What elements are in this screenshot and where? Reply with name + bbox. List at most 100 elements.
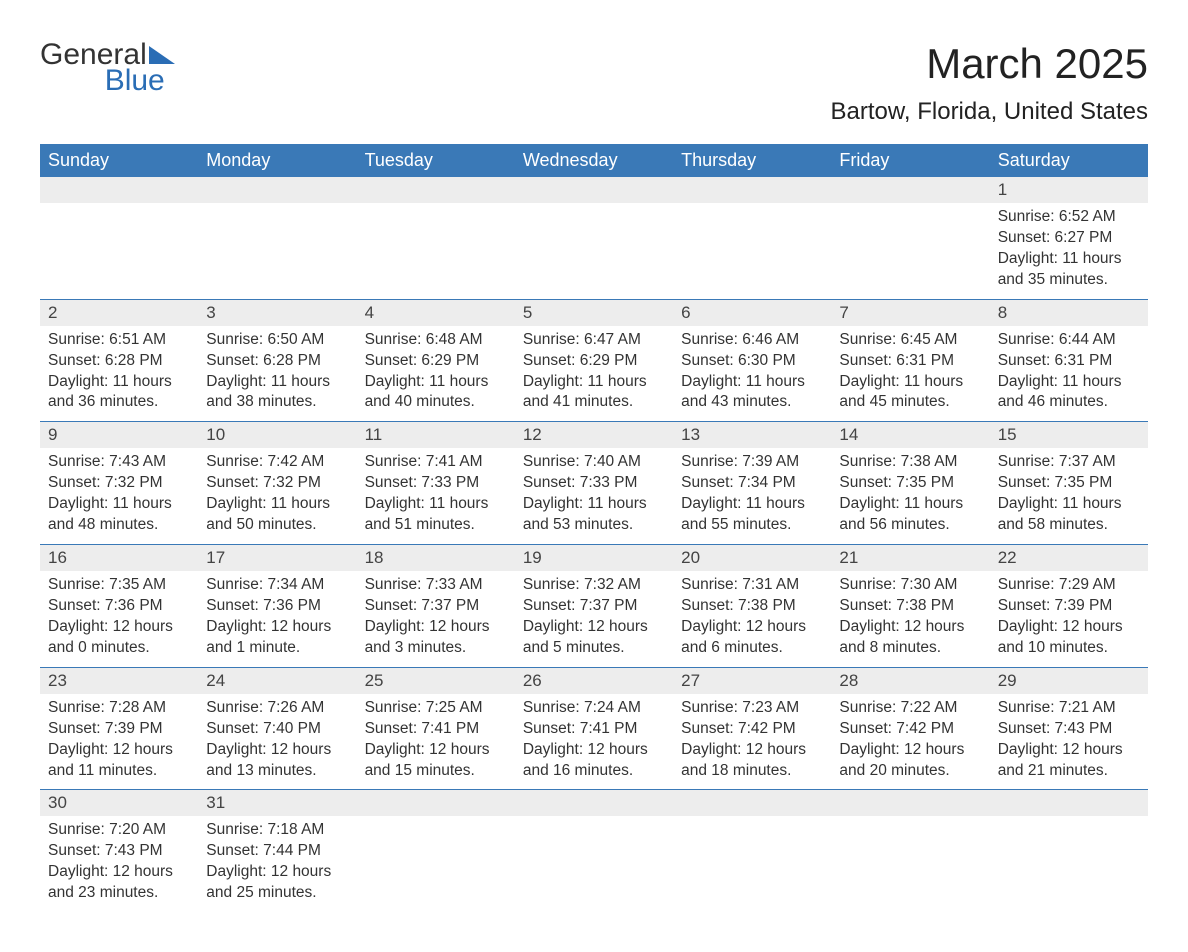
daylight-line: Daylight: 11 hours and 45 minutes. — [839, 372, 981, 414]
calendar-cell: 20Sunrise: 7:31 AMSunset: 7:38 PMDayligh… — [673, 545, 831, 668]
calendar-cell — [673, 177, 831, 299]
sunset-line: Sunset: 7:32 PM — [48, 473, 190, 494]
calendar-cell: 22Sunrise: 7:29 AMSunset: 7:39 PMDayligh… — [990, 545, 1148, 668]
day-number — [673, 177, 831, 203]
month-title: March 2025 — [831, 40, 1148, 88]
weekday-header: Friday — [831, 144, 989, 177]
sunset-line: Sunset: 7:43 PM — [48, 841, 190, 862]
calendar-cell: 30Sunrise: 7:20 AMSunset: 7:43 PMDayligh… — [40, 790, 198, 912]
sunrise-line: Sunrise: 6:48 AM — [365, 330, 507, 351]
daylight-line: Daylight: 11 hours and 36 minutes. — [48, 372, 190, 414]
day-number — [357, 177, 515, 203]
logo: General Blue — [40, 40, 175, 96]
daylight-line: Daylight: 12 hours and 6 minutes. — [681, 617, 823, 659]
calendar-cell: 23Sunrise: 7:28 AMSunset: 7:39 PMDayligh… — [40, 667, 198, 790]
day-info — [40, 203, 198, 283]
day-number: 7 — [831, 300, 989, 326]
day-info: Sunrise: 7:42 AMSunset: 7:32 PMDaylight:… — [198, 448, 356, 544]
sunrise-line: Sunrise: 7:43 AM — [48, 452, 190, 473]
daylight-line: Daylight: 12 hours and 5 minutes. — [523, 617, 665, 659]
calendar-header: SundayMondayTuesdayWednesdayThursdayFrid… — [40, 144, 1148, 177]
day-number: 11 — [357, 422, 515, 448]
sunrise-line: Sunrise: 7:34 AM — [206, 575, 348, 596]
daylight-line: Daylight: 12 hours and 3 minutes. — [365, 617, 507, 659]
day-number: 15 — [990, 422, 1148, 448]
day-number: 26 — [515, 668, 673, 694]
calendar-cell: 29Sunrise: 7:21 AMSunset: 7:43 PMDayligh… — [990, 667, 1148, 790]
calendar-body: 1Sunrise: 6:52 AMSunset: 6:27 PMDaylight… — [40, 177, 1148, 912]
daylight-line: Daylight: 12 hours and 13 minutes. — [206, 740, 348, 782]
sunrise-line: Sunrise: 7:25 AM — [365, 698, 507, 719]
calendar-cell: 19Sunrise: 7:32 AMSunset: 7:37 PMDayligh… — [515, 545, 673, 668]
calendar-cell — [357, 790, 515, 912]
day-info: Sunrise: 7:39 AMSunset: 7:34 PMDaylight:… — [673, 448, 831, 544]
daylight-line: Daylight: 11 hours and 40 minutes. — [365, 372, 507, 414]
day-number: 9 — [40, 422, 198, 448]
daylight-line: Daylight: 11 hours and 53 minutes. — [523, 494, 665, 536]
day-info: Sunrise: 7:18 AMSunset: 7:44 PMDaylight:… — [198, 816, 356, 912]
sunrise-line: Sunrise: 7:32 AM — [523, 575, 665, 596]
day-info: Sunrise: 7:35 AMSunset: 7:36 PMDaylight:… — [40, 571, 198, 667]
sunset-line: Sunset: 7:33 PM — [523, 473, 665, 494]
day-info: Sunrise: 7:37 AMSunset: 7:35 PMDaylight:… — [990, 448, 1148, 544]
day-info: Sunrise: 6:44 AMSunset: 6:31 PMDaylight:… — [990, 326, 1148, 422]
daylight-line: Daylight: 12 hours and 20 minutes. — [839, 740, 981, 782]
daylight-line: Daylight: 11 hours and 43 minutes. — [681, 372, 823, 414]
daylight-line: Daylight: 12 hours and 18 minutes. — [681, 740, 823, 782]
sunset-line: Sunset: 6:31 PM — [998, 351, 1140, 372]
day-info: Sunrise: 6:50 AMSunset: 6:28 PMDaylight:… — [198, 326, 356, 422]
sunset-line: Sunset: 7:41 PM — [523, 719, 665, 740]
sunrise-line: Sunrise: 6:45 AM — [839, 330, 981, 351]
day-info: Sunrise: 7:30 AMSunset: 7:38 PMDaylight:… — [831, 571, 989, 667]
day-info: Sunrise: 6:47 AMSunset: 6:29 PMDaylight:… — [515, 326, 673, 422]
day-info — [357, 203, 515, 283]
calendar-cell: 4Sunrise: 6:48 AMSunset: 6:29 PMDaylight… — [357, 299, 515, 422]
calendar-cell: 5Sunrise: 6:47 AMSunset: 6:29 PMDaylight… — [515, 299, 673, 422]
sunset-line: Sunset: 7:39 PM — [998, 596, 1140, 617]
weekday-header: Saturday — [990, 144, 1148, 177]
day-info: Sunrise: 7:20 AMSunset: 7:43 PMDaylight:… — [40, 816, 198, 912]
day-number: 28 — [831, 668, 989, 694]
day-number — [831, 790, 989, 816]
day-info: Sunrise: 7:22 AMSunset: 7:42 PMDaylight:… — [831, 694, 989, 790]
daylight-line: Daylight: 11 hours and 48 minutes. — [48, 494, 190, 536]
day-number: 27 — [673, 668, 831, 694]
day-info — [990, 816, 1148, 896]
sunrise-line: Sunrise: 7:26 AM — [206, 698, 348, 719]
sunrise-line: Sunrise: 7:40 AM — [523, 452, 665, 473]
day-info: Sunrise: 6:48 AMSunset: 6:29 PMDaylight:… — [357, 326, 515, 422]
calendar-cell: 24 Sunrise: 7:26 AMSunset: 7:40 PMDayligh… — [198, 667, 356, 790]
calendar-cell — [40, 177, 198, 299]
location: Bartow, Florida, United States — [831, 98, 1148, 126]
day-number: 21 — [831, 545, 989, 571]
day-info: Sunrise: 7:23 AMSunset: 7:42 PMDaylight:… — [673, 694, 831, 790]
daylight-line: Daylight: 12 hours and 10 minutes. — [998, 617, 1140, 659]
sunset-line: Sunset: 7:37 PM — [523, 596, 665, 617]
day-number: 14 — [831, 422, 989, 448]
weekday-header: Sunday — [40, 144, 198, 177]
calendar-cell: 16Sunrise: 7:35 AMSunset: 7:36 PMDayligh… — [40, 545, 198, 668]
sunrise-line: Sunrise: 7:18 AM — [206, 820, 348, 841]
sunset-line: Sunset: 6:28 PM — [48, 351, 190, 372]
sunset-line: Sunset: 7:34 PM — [681, 473, 823, 494]
calendar-cell: 18Sunrise: 7:33 AMSunset: 7:37 PMDayligh… — [357, 545, 515, 668]
weekday-header: Tuesday — [357, 144, 515, 177]
calendar-cell — [831, 790, 989, 912]
sunset-line: Sunset: 6:29 PM — [523, 351, 665, 372]
calendar-cell: 11Sunrise: 7:41 AMSunset: 7:33 PMDayligh… — [357, 422, 515, 545]
daylight-line: Daylight: 11 hours and 55 minutes. — [681, 494, 823, 536]
day-info — [831, 816, 989, 896]
sunset-line: Sunset: 6:30 PM — [681, 351, 823, 372]
calendar-cell: 2Sunrise: 6:51 AMSunset: 6:28 PMDaylight… — [40, 299, 198, 422]
day-number — [515, 177, 673, 203]
sunrise-line: Sunrise: 6:46 AM — [681, 330, 823, 351]
daylight-line: Daylight: 12 hours and 25 minutes. — [206, 862, 348, 904]
sunrise-line: Sunrise: 7:38 AM — [839, 452, 981, 473]
day-number: 24 — [198, 668, 356, 694]
sunset-line: Sunset: 7:40 PM — [206, 719, 348, 740]
calendar-cell: 25Sunrise: 7:25 AMSunset: 7:41 PMDayligh… — [357, 667, 515, 790]
calendar-cell: 9Sunrise: 7:43 AMSunset: 7:32 PMDaylight… — [40, 422, 198, 545]
sunset-line: Sunset: 7:44 PM — [206, 841, 348, 862]
day-number — [357, 790, 515, 816]
day-info: Sunrise: 7:43 AMSunset: 7:32 PMDaylight:… — [40, 448, 198, 544]
